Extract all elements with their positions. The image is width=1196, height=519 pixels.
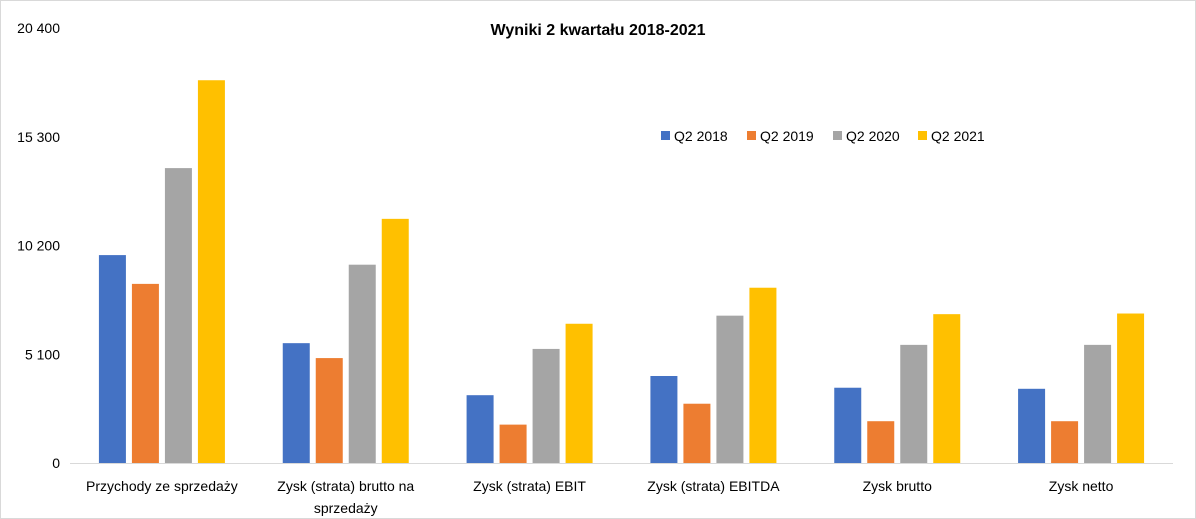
- bar-q2-2021-cat-0: [197, 80, 225, 463]
- legend-label: Q2 2021: [931, 128, 985, 144]
- bar-q2-2018-cat-5: [1018, 388, 1046, 463]
- bar-q2-2021-cat-3: [749, 287, 777, 463]
- bar-q2-2018-cat-3: [650, 376, 678, 463]
- y-tick-label: 5 100: [25, 346, 60, 362]
- bar-q2-2018-cat-2: [466, 395, 494, 463]
- bar-q2-2018-cat-1: [282, 343, 310, 463]
- bar-q2-2021-cat-1: [381, 218, 409, 463]
- legend-swatch-q2-2019: [747, 131, 756, 140]
- x-tick-label: Zysk (strata) EBITDA: [647, 478, 780, 494]
- legend-label: Q2 2018: [674, 128, 728, 144]
- y-tick-label: 15 300: [17, 129, 60, 145]
- y-axis-ticks: 0 5 100 10 200 15 300 20 400: [17, 20, 60, 471]
- legend-swatch-q2-2021: [918, 131, 927, 140]
- y-tick-label: 10 200: [17, 238, 60, 254]
- legend-swatch-q2-2018: [661, 131, 670, 140]
- bar-q2-2020-cat-0: [164, 168, 192, 463]
- x-tick-label: Zysk (strata) EBIT: [473, 478, 586, 494]
- y-tick-label: 20 400: [17, 20, 60, 36]
- legend-label: Q2 2020: [846, 128, 900, 144]
- bar-q2-2020-cat-4: [900, 344, 928, 463]
- x-axis-ticks: Przychody ze sprzedaży Zysk (strata) brut…: [86, 478, 1114, 516]
- x-tick-label: Zysk brutto: [863, 478, 932, 494]
- bar-q2-2019-cat-5: [1051, 421, 1079, 463]
- bar-q2-2020-cat-5: [1084, 344, 1112, 463]
- bar-q2-2018-cat-4: [834, 387, 862, 463]
- bar-q2-2019-cat-2: [499, 424, 527, 463]
- bar-q2-2019-cat-0: [131, 283, 159, 463]
- legend-label: Q2 2019: [760, 128, 814, 144]
- bar-q2-2021-cat-2: [565, 323, 593, 463]
- legend-swatch-q2-2020: [833, 131, 842, 140]
- bar-q2-2019-cat-1: [315, 358, 343, 463]
- bar-q2-2020-cat-1: [348, 264, 376, 463]
- bar-q2-2019-cat-4: [867, 421, 895, 463]
- x-tick-label: Zysk (strata) brutto na: [277, 478, 414, 494]
- bar-q2-2021-cat-5: [1117, 313, 1145, 463]
- x-tick-label: Przychody ze sprzedaży: [86, 478, 238, 494]
- bars-layer: [98, 80, 1145, 463]
- x-tick-label: sprzedaży: [314, 500, 378, 516]
- y-tick-label: 0: [52, 455, 60, 471]
- bar-q2-2018-cat-0: [98, 255, 126, 463]
- bar-q2-2021-cat-4: [933, 314, 961, 463]
- x-tick-label: Zysk netto: [1049, 478, 1114, 494]
- bar-q2-2019-cat-3: [683, 403, 711, 463]
- bar-q2-2020-cat-2: [532, 348, 560, 463]
- chart-title: Wyniki 2 kwartału 2018-2021: [491, 22, 706, 39]
- bar-q2-2020-cat-3: [716, 315, 744, 463]
- legend: Q2 2018 Q2 2019 Q2 2020 Q2 2021: [661, 128, 985, 144]
